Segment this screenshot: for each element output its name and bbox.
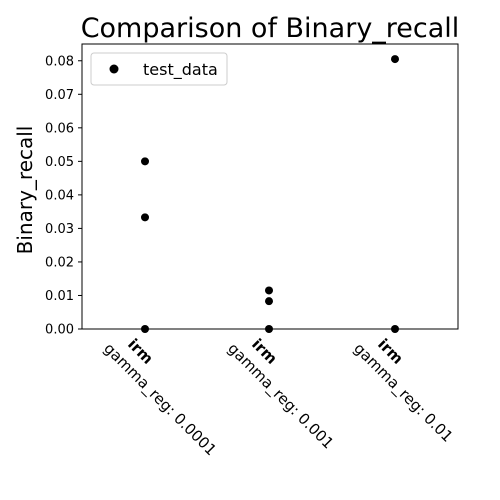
data-point	[141, 213, 149, 222]
y-tick-label: 0.02	[45, 255, 74, 270]
y-tick-label: 0.05	[45, 155, 74, 170]
data-point	[141, 157, 149, 166]
y-tick-label: 0.04	[45, 188, 74, 203]
y-tick-label: 0.00	[45, 323, 74, 338]
legend-label: test_data	[143, 60, 218, 80]
y-tick-label: 0.08	[45, 54, 74, 69]
data-point	[391, 55, 399, 64]
y-tick-label: 0.03	[45, 222, 74, 237]
legend: test_data	[90, 52, 228, 86]
y-tick-label: 0.07	[45, 88, 74, 103]
data-point	[265, 297, 273, 306]
chart-title: Comparison of Binary_recall	[81, 13, 460, 44]
data-points	[141, 55, 399, 333]
legend-box	[90, 52, 228, 86]
y-axis-ticks: 0.00 0.01 0.02 0.03 0.04 0.05 0.06 0.07 0.08	[45, 54, 82, 338]
legend-marker	[109, 64, 119, 74]
x-tick-label-param: gamma_reg: 0.0001	[99, 339, 220, 460]
x-tick-label-param: gamma_reg: 0.001	[223, 339, 337, 453]
data-point	[265, 286, 273, 295]
y-tick-label: 0.06	[45, 121, 74, 136]
plot-frame	[81, 43, 459, 330]
y-axis-label: Binary_recall	[13, 126, 37, 255]
y-tick-label: 0.01	[45, 289, 74, 304]
